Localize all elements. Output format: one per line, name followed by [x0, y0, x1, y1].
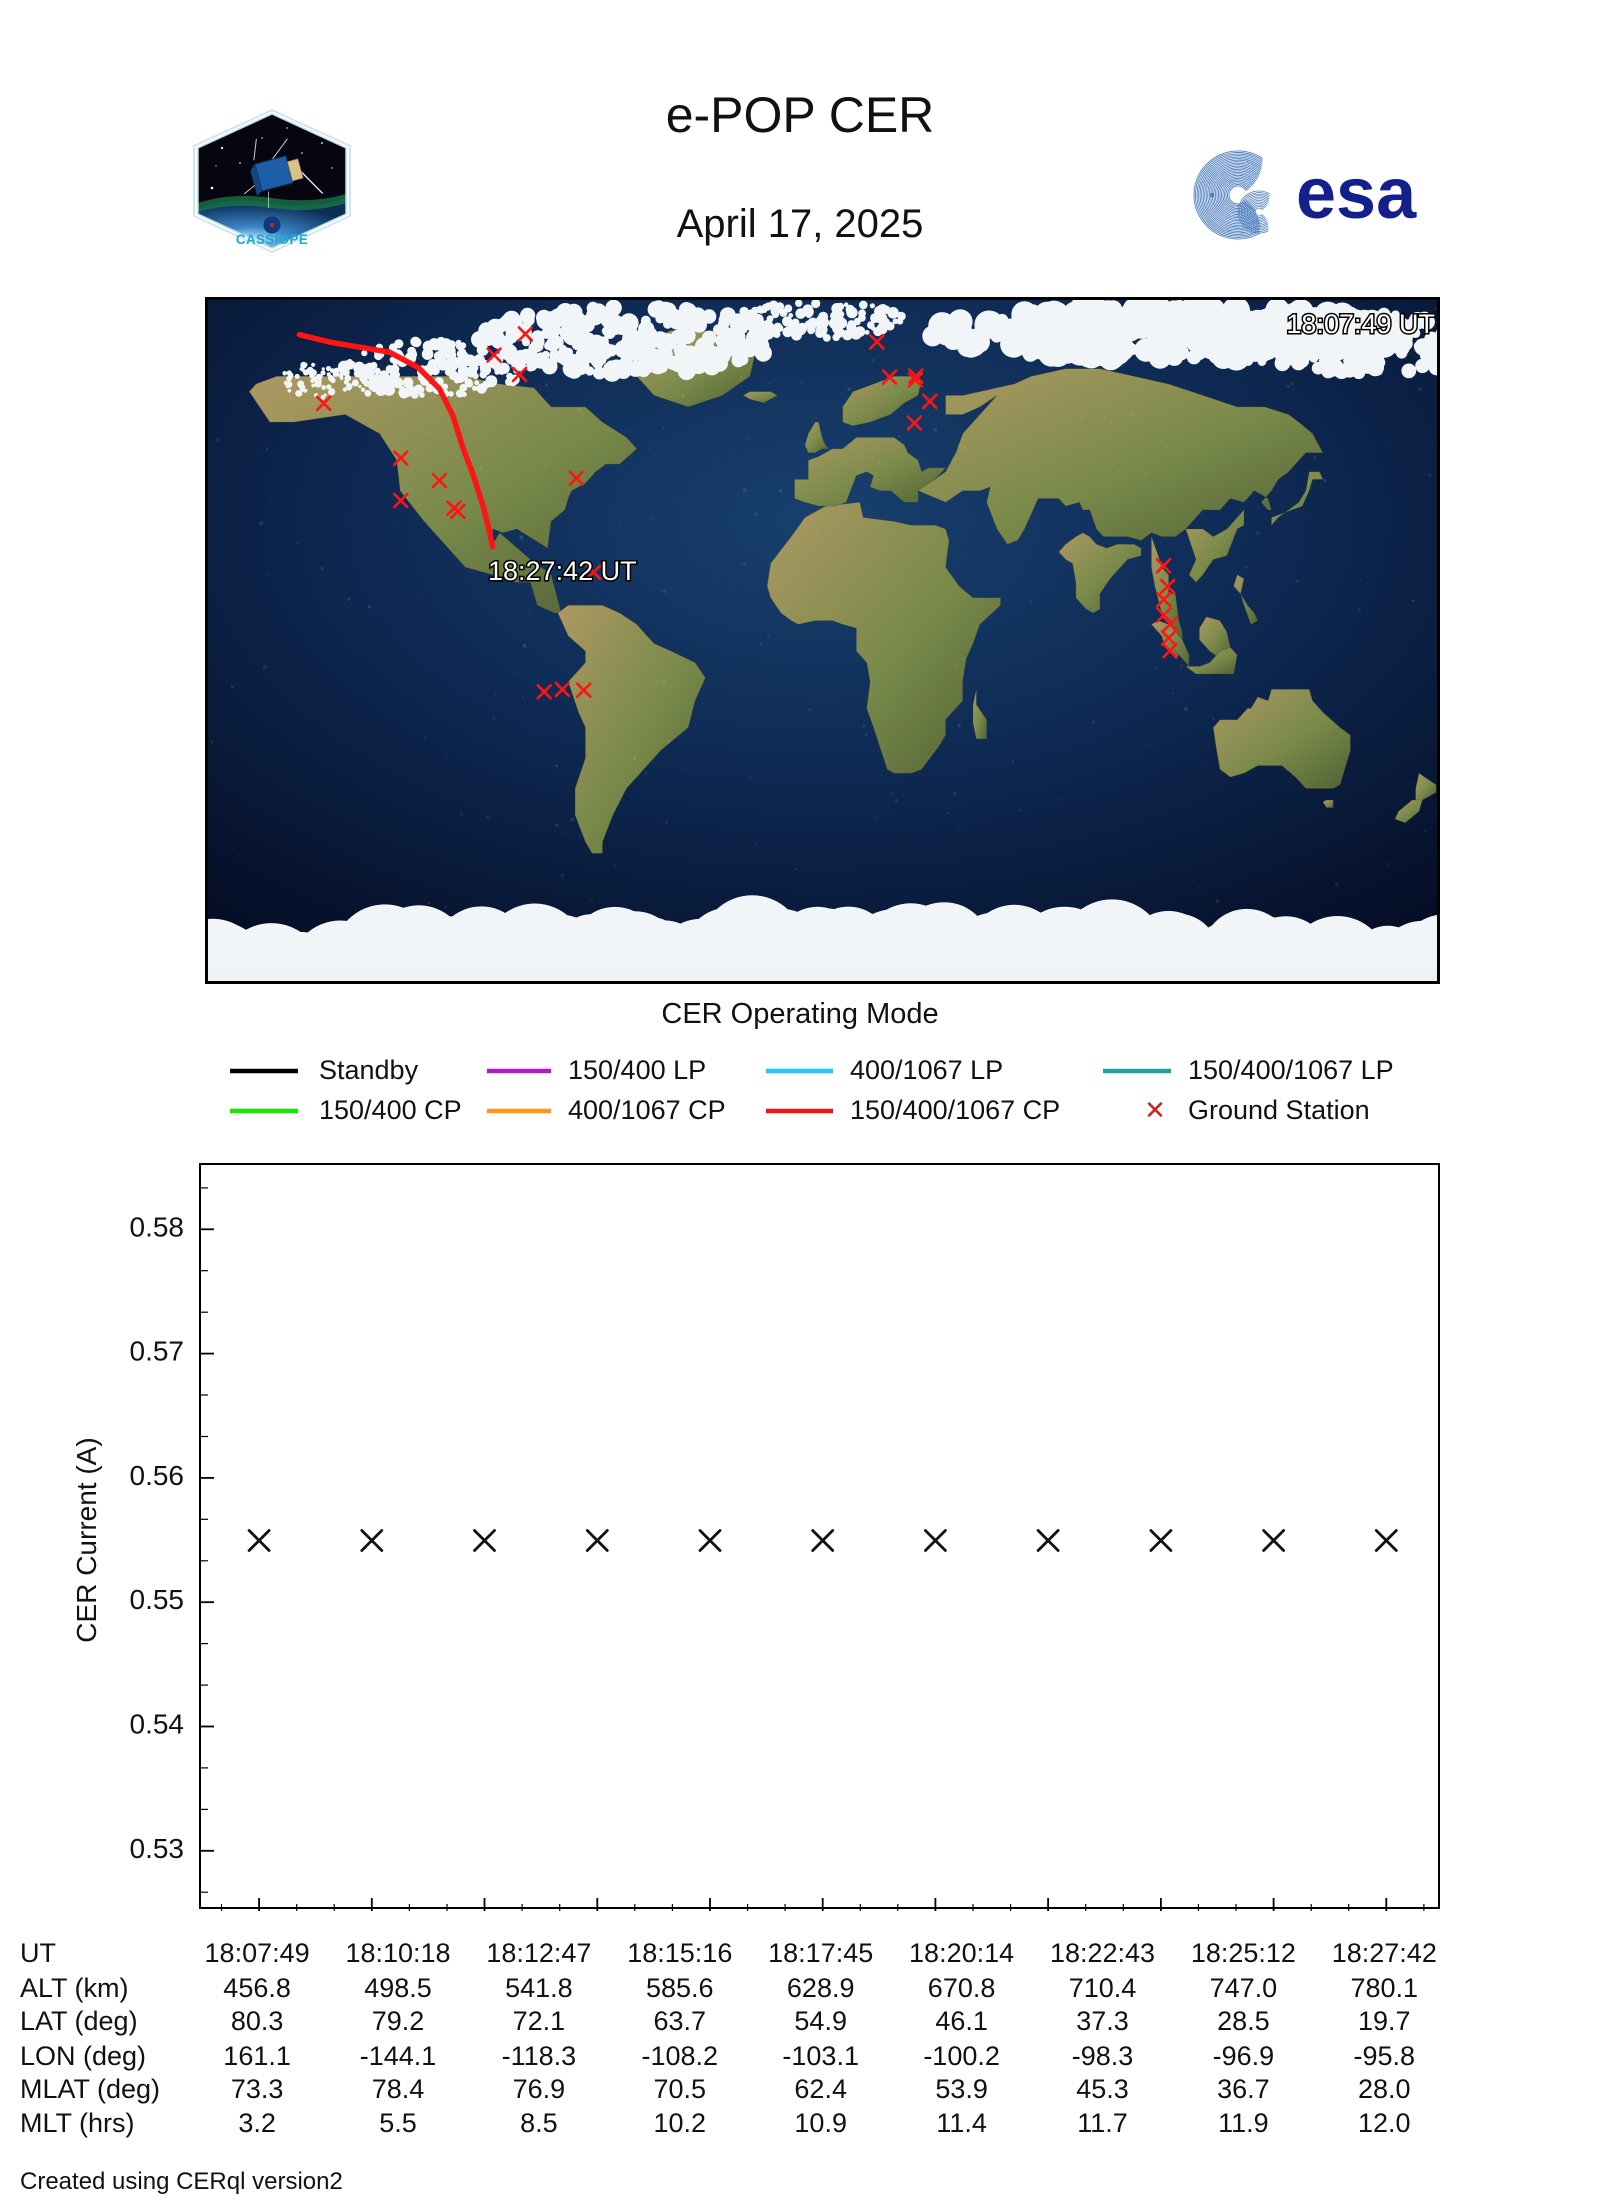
svg-text:62.4: 62.4 [794, 2074, 847, 2104]
svg-text:63.7: 63.7 [654, 2006, 707, 2036]
svg-text:28.0: 28.0 [1358, 2074, 1411, 2104]
svg-text:18:22:43: 18:22:43 [1050, 1938, 1155, 1968]
svg-text:-100.2: -100.2 [923, 2041, 1000, 2071]
svg-text:456.8: 456.8 [223, 1973, 291, 2003]
svg-text:-144.1: -144.1 [360, 2041, 437, 2071]
svg-text:11.4: 11.4 [936, 2108, 987, 2138]
svg-text:80.3: 80.3 [231, 2006, 284, 2036]
svg-text:46.1: 46.1 [935, 2006, 988, 2036]
svg-text:53.9: 53.9 [935, 2074, 988, 2104]
svg-text:670.8: 670.8 [928, 1973, 996, 2003]
svg-text:LON (deg): LON (deg) [20, 2041, 146, 2071]
svg-text:10.9: 10.9 [794, 2108, 847, 2138]
svg-text:-118.3: -118.3 [502, 2041, 577, 2071]
svg-text:18:27:42: 18:27:42 [1332, 1938, 1437, 1968]
svg-text:36.7: 36.7 [1217, 2074, 1270, 2104]
svg-text:11.9: 11.9 [1218, 2108, 1269, 2138]
svg-text:18:15:16: 18:15:16 [627, 1938, 732, 1968]
svg-text:3.2: 3.2 [238, 2108, 276, 2138]
svg-text:541.8: 541.8 [505, 1973, 573, 2003]
svg-text:MLT (hrs): MLT (hrs) [20, 2108, 135, 2138]
svg-text:UT: UT [20, 1938, 56, 1968]
svg-text:45.3: 45.3 [1076, 2074, 1129, 2104]
svg-text:628.9: 628.9 [787, 1973, 855, 2003]
svg-text:72.1: 72.1 [513, 2006, 566, 2036]
svg-text:18:10:18: 18:10:18 [345, 1938, 450, 1968]
svg-text:76.9: 76.9 [513, 2074, 566, 2104]
svg-text:-96.9: -96.9 [1213, 2041, 1275, 2071]
svg-text:73.3: 73.3 [231, 2074, 284, 2104]
svg-text:18:20:14: 18:20:14 [909, 1938, 1014, 1968]
svg-text:-108.2: -108.2 [642, 2041, 719, 2071]
svg-text:ALT (km): ALT (km) [20, 1973, 129, 2003]
svg-text:747.0: 747.0 [1210, 1973, 1278, 2003]
svg-text:8.5: 8.5 [520, 2108, 558, 2138]
svg-text:LAT (deg): LAT (deg) [20, 2006, 138, 2036]
svg-text:70.5: 70.5 [654, 2074, 707, 2104]
svg-text:18:07:49: 18:07:49 [205, 1938, 310, 1968]
svg-text:-98.3: -98.3 [1072, 2041, 1134, 2071]
svg-text:710.4: 710.4 [1069, 1973, 1137, 2003]
svg-text:10.2: 10.2 [654, 2108, 707, 2138]
svg-text:18:12:47: 18:12:47 [486, 1938, 591, 1968]
svg-text:-95.8: -95.8 [1354, 2041, 1416, 2071]
svg-text:5.5: 5.5 [379, 2108, 417, 2138]
svg-text:12.0: 12.0 [1358, 2108, 1411, 2138]
svg-text:18:25:12: 18:25:12 [1191, 1938, 1296, 1968]
svg-text:79.2: 79.2 [372, 2006, 425, 2036]
svg-text:18:17:45: 18:17:45 [768, 1938, 873, 1968]
svg-text:498.5: 498.5 [364, 1973, 432, 2003]
svg-text:780.1: 780.1 [1351, 1973, 1419, 2003]
svg-text:161.1: 161.1 [223, 2041, 291, 2071]
svg-text:78.4: 78.4 [372, 2074, 425, 2104]
svg-text:54.9: 54.9 [794, 2006, 847, 2036]
svg-text:585.6: 585.6 [646, 1973, 714, 2003]
svg-text:37.3: 37.3 [1076, 2006, 1129, 2036]
svg-text:28.5: 28.5 [1217, 2006, 1270, 2036]
svg-text:MLAT (deg): MLAT (deg) [20, 2074, 160, 2104]
svg-text:11.7: 11.7 [1077, 2108, 1128, 2138]
svg-text:-103.1: -103.1 [782, 2041, 859, 2071]
svg-text:19.7: 19.7 [1358, 2006, 1411, 2036]
